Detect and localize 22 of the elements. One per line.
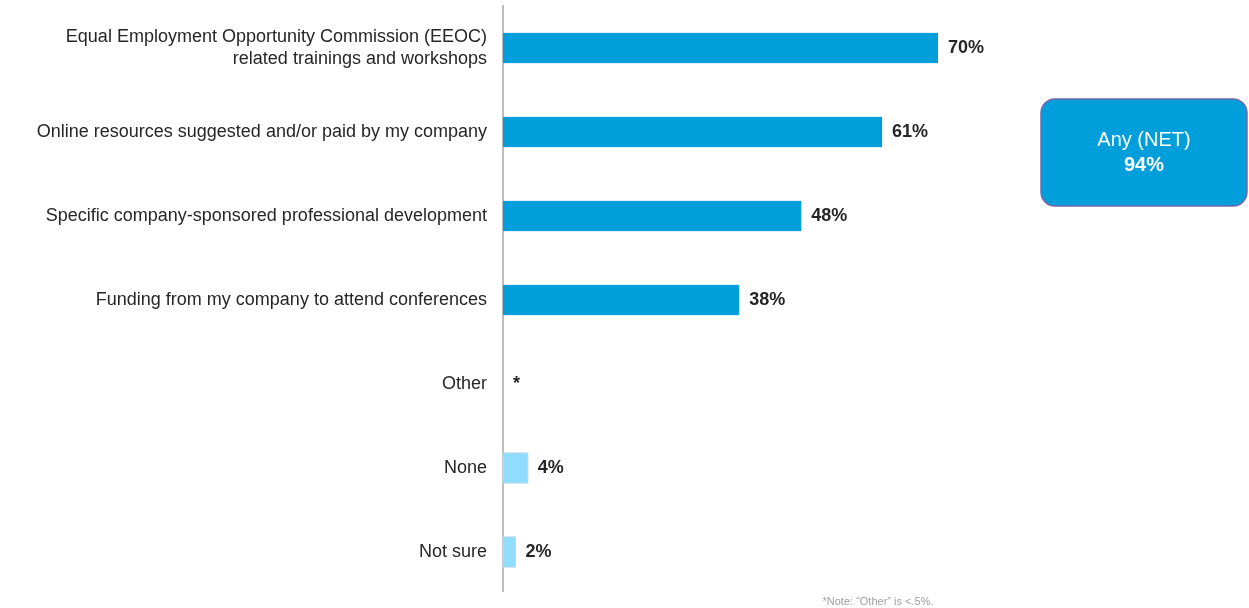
bar — [503, 284, 740, 316]
text: *Note: “Other” is <.5%. — [822, 594, 934, 607]
y-tick-label: Online resources suggested and/or paid by my company — [36, 120, 487, 141]
data-label: 2% — [525, 540, 552, 561]
bar — [503, 200, 802, 232]
data-label: 38% — [749, 288, 786, 309]
text: Any (NET) 94% — [1097, 128, 1191, 176]
y-tick-label: Not sure — [418, 540, 487, 561]
y-tick-label: Funding from my company to attend conferences — [95, 288, 487, 309]
y-tick-label: Equal Employment Opportunity Commission (EEOC) related trainings and workshops — [65, 25, 487, 68]
y-tick-label: Other — [441, 372, 487, 393]
text: * — [513, 372, 521, 393]
y-tick-label: Specific company-sponsored professional development — [45, 204, 487, 225]
y-tick-label: None — [443, 456, 487, 477]
bar — [502, 536, 516, 568]
bar — [502, 452, 529, 484]
bar — [503, 116, 883, 148]
data-label: 4% — [537, 456, 564, 477]
data-label: 48% — [811, 204, 848, 225]
data-label: 61% — [892, 120, 929, 141]
bar — [503, 32, 938, 64]
data-label: 70% — [948, 36, 985, 57]
